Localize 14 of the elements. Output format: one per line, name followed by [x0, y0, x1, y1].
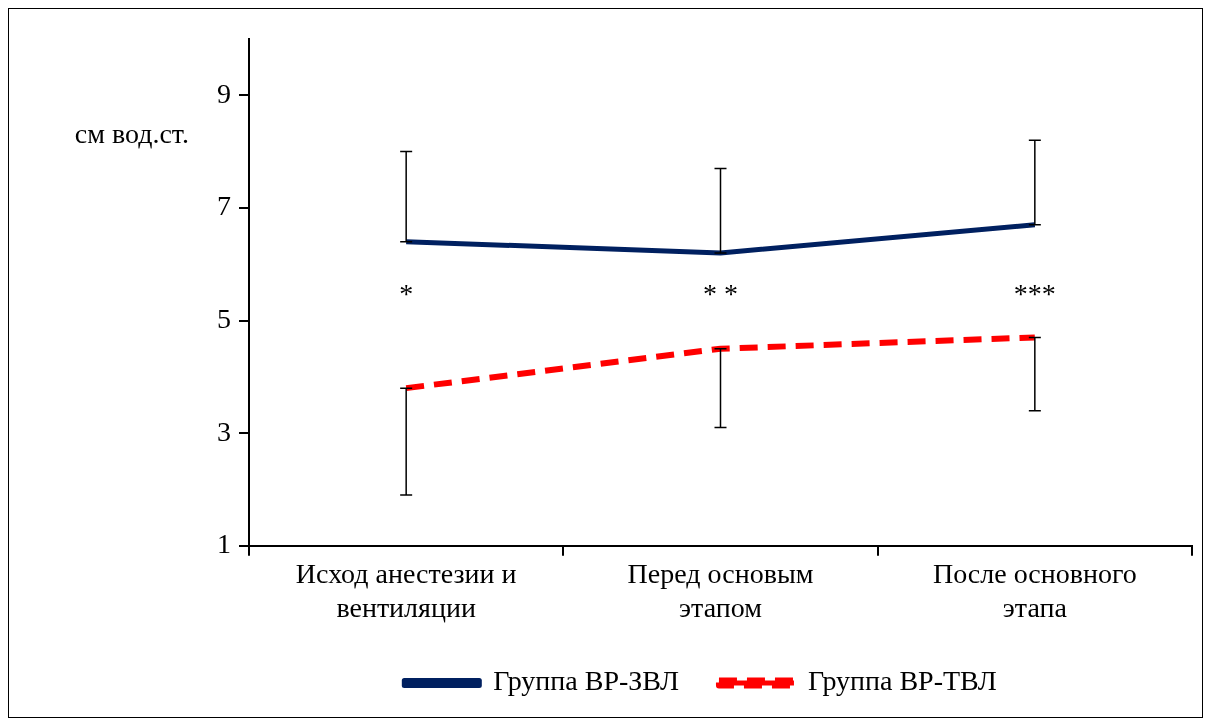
y-tick-label: 1: [217, 528, 231, 560]
y-axis-title: см вод.ст.: [74, 117, 189, 149]
y-tick-label: 5: [217, 302, 231, 334]
x-tick-label: Перед основым этапом: [627, 557, 814, 623]
annotation: ***: [1013, 277, 1056, 309]
y-tick-label: 7: [217, 190, 231, 222]
y-tick-label: 3: [217, 415, 231, 447]
x-tick-label: Исход анестезии и вентиляции: [295, 557, 517, 623]
x-tick-label: После основного этапа: [932, 557, 1137, 623]
annotation: *: [399, 277, 414, 309]
annotation: * *: [703, 277, 738, 309]
legend-label: Группа ВР-ЗВЛ: [493, 665, 679, 697]
y-tick-label: 9: [217, 77, 231, 109]
legend-label: Группа ВР-ТВЛ: [807, 665, 997, 697]
